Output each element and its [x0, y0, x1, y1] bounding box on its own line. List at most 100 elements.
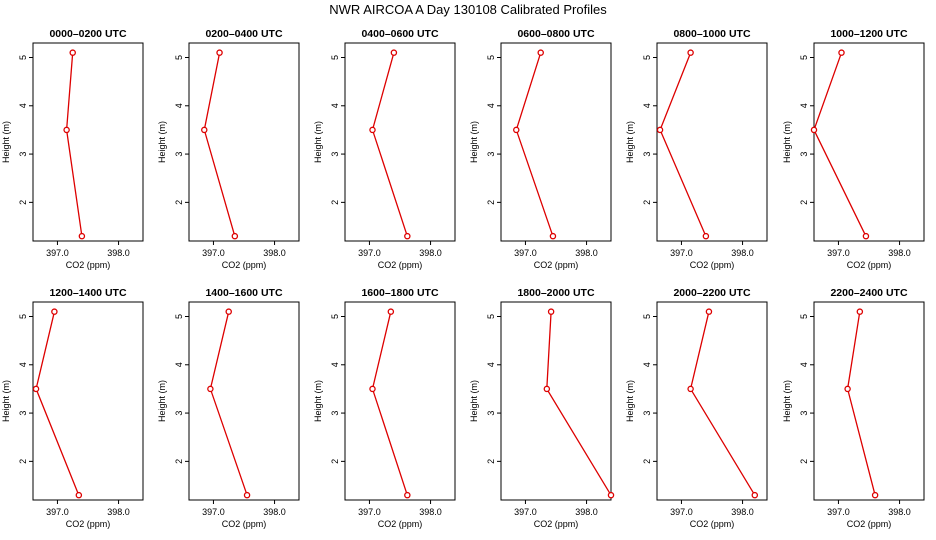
plot-frame [344, 42, 456, 242]
y-tick-label: 2 [799, 459, 809, 464]
x-tick-label: 398.0 [888, 248, 911, 258]
data-point [78, 232, 86, 240]
plot-frame [656, 301, 768, 501]
data-point [862, 232, 870, 240]
profile-line [659, 52, 707, 237]
plot-frame [813, 42, 925, 242]
profile-line [813, 52, 867, 237]
data-point [844, 385, 851, 393]
y-tick-label: 4 [18, 362, 28, 367]
data-point [607, 491, 615, 499]
y-tick-label: 4 [799, 103, 809, 108]
y-tick-label: 2 [18, 459, 28, 464]
y-tick-label: 2 [486, 200, 496, 205]
x-axis-label: CO2 (ppm) [690, 260, 735, 270]
y-tick-label: 2 [330, 200, 340, 205]
y-tick-label: 2 [799, 200, 809, 205]
y-tick-label: 4 [799, 362, 809, 367]
y-tick-label: 3 [18, 152, 28, 157]
x-tick-label: 397.0 [514, 507, 537, 517]
y-tick-label: 3 [330, 411, 340, 416]
profile-line [371, 311, 408, 496]
data-point [51, 308, 58, 315]
y-axis-label: Height (m) [782, 380, 792, 422]
plot-frame [32, 42, 144, 242]
data-point [75, 491, 83, 499]
plot-frame [656, 42, 768, 242]
data-point [69, 49, 76, 56]
data-point [231, 232, 239, 240]
y-tick-label: 5 [18, 55, 28, 60]
x-tick-label: 398.0 [107, 507, 130, 517]
profile-panel: 0000–0200 UTC 397.0 398.0 2 3 4 5 CO2 (ppm) Heig… [1, 28, 144, 270]
y-axis-label: Height (m) [1, 380, 11, 422]
profile-line [371, 52, 408, 237]
panel-title: 1400–1600 UTC [205, 287, 282, 299]
y-tick-label: 3 [174, 152, 184, 157]
panel-title: 0200–0400 UTC [205, 28, 282, 40]
x-tick-label: 397.0 [358, 507, 381, 517]
data-point [63, 126, 70, 134]
y-tick-label: 4 [18, 103, 28, 108]
x-axis-label: CO2 (ppm) [847, 519, 892, 529]
y-tick-label: 3 [18, 411, 28, 416]
x-tick-label: 398.0 [419, 248, 442, 258]
x-tick-label: 397.0 [827, 507, 850, 517]
y-axis-label: Height (m) [469, 121, 479, 163]
y-tick-label: 5 [174, 314, 184, 319]
plot-frame [188, 42, 300, 242]
data-point [32, 385, 40, 393]
y-tick-label: 4 [174, 362, 184, 367]
y-tick-label: 3 [799, 152, 809, 157]
x-tick-label: 397.0 [202, 248, 225, 258]
plot-frame [32, 301, 144, 501]
y-tick-label: 4 [642, 362, 652, 367]
panel-title: 1000–1200 UTC [830, 28, 907, 40]
profile-panel: 1600–1800 UTC 397.0 398.0 2 3 4 5 CO2 (ppm) Heig… [313, 287, 456, 529]
y-tick-label: 3 [486, 152, 496, 157]
data-point [838, 49, 845, 56]
data-point [404, 491, 411, 499]
panel-title: 2200–2400 UTC [830, 287, 907, 299]
data-point [207, 385, 214, 393]
y-axis-label: Height (m) [782, 121, 792, 163]
y-tick-label: 5 [486, 55, 496, 60]
y-tick-label: 3 [174, 411, 184, 416]
y-tick-label: 5 [642, 55, 652, 60]
profile-line [35, 311, 80, 496]
figure-title: NWR AIRCOA A Day 130108 Calibrated Profi… [329, 2, 607, 17]
x-tick-label: 398.0 [263, 248, 286, 258]
y-tick-label: 5 [799, 55, 809, 60]
panel-title: 2000–2200 UTC [673, 287, 750, 299]
y-axis-label: Height (m) [313, 121, 323, 163]
y-axis-label: Height (m) [157, 121, 167, 163]
x-tick-label: 397.0 [46, 248, 69, 258]
x-axis-label: CO2 (ppm) [222, 519, 267, 529]
data-point [702, 232, 710, 240]
profile-panel: 2000–2200 UTC 397.0 398.0 2 3 4 5 CO2 (ppm) Heig… [625, 287, 768, 529]
profile-panel: 0400–0600 UTC 397.0 398.0 2 3 4 5 CO2 (ppm) Heig… [313, 28, 456, 270]
x-tick-label: 398.0 [575, 248, 598, 258]
x-tick-label: 398.0 [888, 507, 911, 517]
y-tick-label: 5 [330, 314, 340, 319]
y-tick-label: 2 [174, 459, 184, 464]
data-point [225, 308, 232, 315]
profile-panel: 0800–1000 UTC 397.0 398.0 2 3 4 5 CO2 (ppm) Heig… [625, 28, 768, 270]
x-tick-label: 397.0 [670, 248, 693, 258]
profile-panel: 0200–0400 UTC 397.0 398.0 2 3 4 5 CO2 (ppm) Heig… [157, 28, 300, 270]
profile-line [689, 311, 756, 496]
x-tick-label: 398.0 [731, 248, 754, 258]
x-axis-label: CO2 (ppm) [847, 260, 892, 270]
data-point [513, 126, 520, 134]
x-axis-label: CO2 (ppm) [66, 519, 111, 529]
x-tick-label: 397.0 [202, 507, 225, 517]
y-tick-label: 4 [330, 362, 340, 367]
y-tick-label: 3 [642, 411, 652, 416]
y-tick-label: 3 [799, 411, 809, 416]
x-axis-label: CO2 (ppm) [534, 519, 579, 529]
y-tick-label: 2 [330, 459, 340, 464]
plot-frame [500, 42, 612, 242]
data-point [201, 126, 208, 134]
y-tick-label: 5 [174, 55, 184, 60]
